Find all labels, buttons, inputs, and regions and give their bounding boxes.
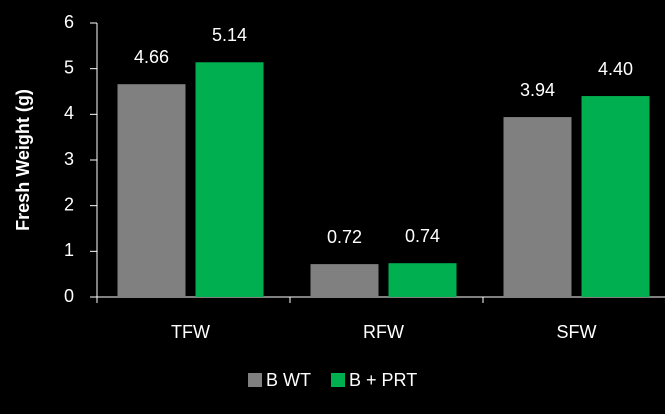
data-label: 5.14 xyxy=(212,25,247,45)
bar xyxy=(581,96,650,297)
y-tick-label: 5 xyxy=(64,57,74,77)
y-tick-label: 2 xyxy=(64,194,74,214)
x-tick-label: TFW xyxy=(171,322,210,342)
data-label: 4.40 xyxy=(598,59,633,79)
data-label: 4.66 xyxy=(134,47,169,67)
y-tick-label: 0 xyxy=(64,286,74,306)
legend-swatch xyxy=(248,373,262,387)
x-tick-label: RFW xyxy=(363,322,404,342)
y-tick-label: 1 xyxy=(64,240,74,260)
legend-label: B WT xyxy=(266,370,311,390)
bar xyxy=(503,117,572,297)
legend-label: B + PRT xyxy=(349,370,417,390)
y-tick-label: 4 xyxy=(64,103,74,123)
legend-swatch xyxy=(331,373,345,387)
bar xyxy=(310,264,379,297)
y-tick-label: 6 xyxy=(64,12,74,32)
y-axis-label: Fresh Weight (g) xyxy=(13,89,33,231)
data-label: 3.94 xyxy=(520,80,555,100)
bar xyxy=(195,62,264,298)
data-label: 0.74 xyxy=(405,226,440,246)
x-tick-label: SFW xyxy=(557,322,597,342)
data-label: 0.72 xyxy=(327,227,362,247)
bar xyxy=(117,84,186,298)
bar xyxy=(388,263,457,297)
y-tick-label: 3 xyxy=(64,149,74,169)
